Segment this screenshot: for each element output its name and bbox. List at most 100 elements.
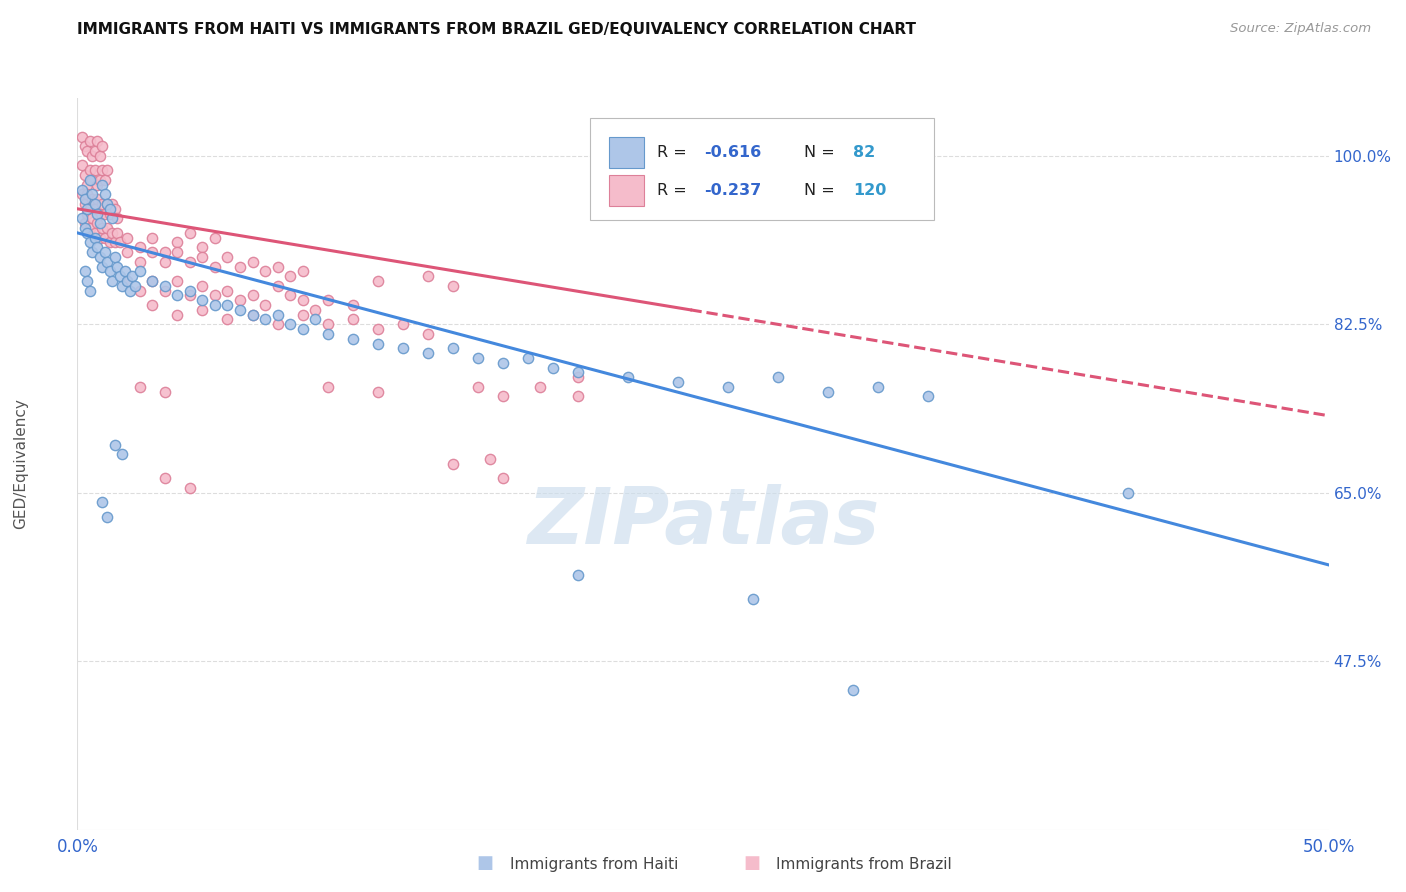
Point [316, 293, 339, 308]
Point [242, 254, 264, 268]
Point [117, 274, 139, 288]
Point [76, 178, 98, 192]
Point [91, 495, 114, 509]
Point [416, 326, 439, 341]
Text: Source: ZipAtlas.com: Source: ZipAtlas.com [1230, 22, 1371, 36]
Point [79, 221, 101, 235]
Point [467, 351, 489, 365]
Point [82, 245, 104, 260]
Point [72, 211, 94, 226]
Point [567, 389, 589, 403]
Point [94, 187, 117, 202]
FancyBboxPatch shape [591, 118, 935, 220]
Point [73, 192, 96, 206]
Point [278, 269, 301, 284]
Point [73, 139, 96, 153]
Point [166, 288, 188, 302]
Bar [609, 175, 644, 206]
Point [104, 250, 127, 264]
Point [291, 322, 314, 336]
Point [129, 264, 152, 278]
Point [766, 370, 789, 384]
Bar [609, 136, 644, 168]
Point [842, 683, 865, 698]
Point [304, 302, 326, 317]
Point [166, 245, 188, 260]
Point [242, 308, 264, 322]
Point [291, 293, 314, 308]
Point [441, 342, 464, 356]
Point [124, 278, 146, 293]
Point [179, 284, 201, 298]
Point [91, 221, 114, 235]
Point [82, 192, 104, 206]
Point [76, 144, 98, 158]
Point [153, 284, 176, 298]
Text: IMMIGRANTS FROM HAITI VS IMMIGRANTS FROM BRAZIL GED/EQUIVALENCY CORRELATION CHAR: IMMIGRANTS FROM HAITI VS IMMIGRANTS FROM… [77, 22, 917, 37]
Text: -0.616: -0.616 [704, 145, 762, 160]
Point [94, 230, 117, 244]
Point [441, 457, 464, 471]
Point [104, 202, 127, 216]
Point [129, 284, 152, 298]
Text: N =: N = [804, 145, 841, 160]
Point [166, 308, 188, 322]
Point [367, 274, 389, 288]
Point [83, 163, 105, 178]
Point [111, 447, 134, 461]
Point [153, 245, 176, 260]
Point [129, 240, 152, 254]
Point [73, 264, 96, 278]
Point [96, 254, 118, 268]
Point [101, 226, 124, 240]
Point [179, 481, 201, 495]
Point [79, 202, 101, 216]
Point [82, 187, 104, 202]
Point [108, 235, 131, 250]
Point [129, 380, 152, 394]
Point [98, 235, 121, 250]
Point [141, 298, 163, 312]
Point [72, 129, 94, 144]
Point [492, 389, 515, 403]
Point [567, 370, 589, 384]
Point [89, 250, 111, 264]
Point [479, 452, 502, 467]
Point [229, 293, 252, 308]
Point [82, 149, 104, 163]
Point [266, 318, 288, 332]
Point [717, 380, 740, 394]
Point [83, 197, 105, 211]
Point [541, 360, 564, 375]
Point [79, 235, 101, 250]
Point [89, 230, 111, 244]
Point [86, 178, 108, 192]
Point [101, 274, 124, 288]
Point [82, 211, 104, 226]
Point [204, 260, 226, 274]
Point [96, 197, 118, 211]
Point [266, 260, 288, 274]
Point [76, 226, 98, 240]
Point [1118, 485, 1140, 500]
Point [153, 471, 176, 485]
Text: 120: 120 [853, 183, 887, 198]
Point [91, 260, 114, 274]
Point [129, 254, 152, 268]
Point [72, 187, 94, 202]
Point [153, 384, 176, 399]
Point [98, 264, 121, 278]
Point [666, 375, 689, 389]
Point [105, 226, 128, 240]
Point [72, 159, 94, 173]
Point [367, 336, 389, 351]
Point [242, 308, 264, 322]
Point [467, 380, 489, 394]
Point [76, 187, 98, 202]
Point [342, 332, 364, 346]
Point [304, 312, 326, 326]
Point [83, 230, 105, 244]
Point [94, 206, 117, 220]
Point [86, 206, 108, 220]
Point [73, 197, 96, 211]
